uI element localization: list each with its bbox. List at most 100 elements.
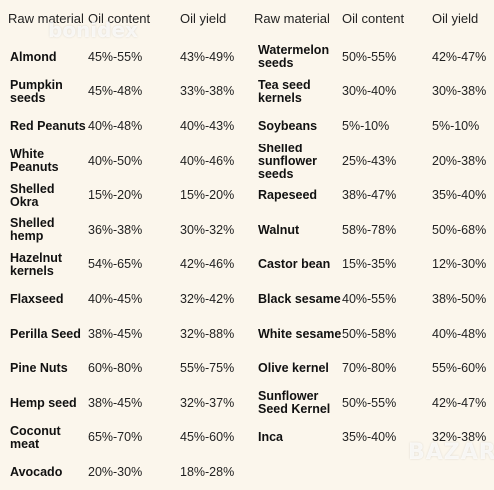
oil-yield-value: 42%-46% bbox=[180, 257, 235, 272]
oil-content-value: 65%-70% bbox=[88, 430, 143, 445]
material-name: Shelled hemp bbox=[0, 213, 88, 248]
oil-content-value: 30%-40% bbox=[342, 84, 397, 99]
column-header-right-2: Oil content bbox=[342, 10, 405, 26]
oil-yield-value: 5%-10% bbox=[432, 118, 480, 133]
oil-content-value: 58%-78% bbox=[342, 222, 397, 237]
oil-content-value: 60%-80% bbox=[88, 361, 143, 376]
material-name-line: Hazelnut bbox=[10, 250, 63, 265]
material-name-line: Inca bbox=[258, 430, 284, 445]
oil-content-value: 54%-65% bbox=[88, 257, 143, 272]
material-name-line: sunflower seeds bbox=[258, 153, 318, 179]
oil-yield-value: 40%-48% bbox=[432, 326, 487, 341]
material-name-line: Shelled bbox=[10, 216, 55, 231]
material-name: Castor bean bbox=[252, 248, 342, 283]
oil-content-value: 45%-55% bbox=[88, 49, 143, 64]
material-name-line: Watermelon bbox=[258, 43, 330, 58]
oil-yield-value: 45%-60% bbox=[180, 430, 235, 445]
column-header-right-1: Raw material bbox=[254, 10, 330, 26]
material-name-line: Sunflower bbox=[258, 389, 319, 404]
material-name: Coconut meat bbox=[0, 421, 88, 456]
material-name-line: Shelled bbox=[258, 143, 303, 155]
oil-content-value: 5%-10% bbox=[342, 118, 390, 133]
material-name: Walnut bbox=[252, 213, 342, 248]
oil-content-value: 25%-43% bbox=[342, 153, 397, 168]
oil-content-value: 15%-20% bbox=[88, 188, 143, 203]
oil-content-value: 45%-48% bbox=[88, 84, 143, 99]
material-name-line: Avocado bbox=[10, 464, 63, 479]
oil-content-value: 40%-55% bbox=[342, 291, 397, 306]
material-name-line: Castor bean bbox=[258, 257, 331, 272]
oil-content-value: 38%-45% bbox=[88, 326, 143, 341]
oil-content-value: 40%-50% bbox=[88, 153, 143, 168]
oil-content-value: 38%-45% bbox=[88, 395, 143, 410]
material-name-line: meat bbox=[10, 436, 40, 451]
material-name-line: Almond bbox=[10, 49, 57, 64]
material-name-line: White bbox=[10, 147, 45, 162]
material-name: Watermelon seeds bbox=[252, 40, 342, 75]
oil-yield-value: 40%-46% bbox=[180, 153, 235, 168]
oil-yield-value: 42%-47% bbox=[432, 49, 487, 64]
oil-content-value: 20%-30% bbox=[88, 464, 143, 479]
material-name: Black sesame bbox=[252, 282, 342, 317]
material-name bbox=[252, 455, 342, 490]
oil-yield-value: 40%-43% bbox=[180, 118, 235, 133]
material-name: Perilla Seed bbox=[0, 317, 88, 352]
oil-yield-value: 20%-38% bbox=[432, 153, 487, 168]
oil-yield-value: 32%-38% bbox=[432, 430, 487, 445]
material-name-line: Tea seed bbox=[258, 77, 311, 92]
oil-yield-value: 30%-32% bbox=[180, 222, 235, 237]
material-name: Rapeseed bbox=[252, 178, 342, 213]
oil-yield-value: 18%-28% bbox=[180, 464, 235, 479]
material-name-line: Walnut bbox=[258, 222, 300, 237]
material-name-line: Perilla Seed bbox=[10, 326, 81, 341]
material-name: White sesame bbox=[252, 317, 342, 352]
column-header-left-3: Oil yield bbox=[180, 10, 227, 26]
material-name: Avocado bbox=[0, 455, 88, 490]
material-name: Shelled sunflower seeds bbox=[252, 144, 342, 179]
oil-content-value: 70%-80% bbox=[342, 361, 397, 376]
oil-content-value: 40%-45% bbox=[88, 291, 143, 306]
material-name-line: Hemp seed bbox=[10, 395, 77, 410]
material-name: Flaxseed bbox=[0, 282, 88, 317]
oil-content-value: 40%-48% bbox=[88, 118, 143, 133]
material-name-line: Black sesame bbox=[258, 291, 341, 306]
material-name: Pine Nuts bbox=[0, 351, 88, 386]
material-name: Hazelnut kernels bbox=[0, 248, 88, 283]
oil-yield-value: 32%-37% bbox=[180, 395, 235, 410]
material-name: Almond bbox=[0, 40, 88, 75]
material-name: Olive kernel bbox=[252, 351, 342, 386]
material-name-line: Soybeans bbox=[258, 118, 318, 133]
material-name-line: hemp bbox=[10, 229, 44, 244]
oil-content-table: Raw material Oil content Oil yield Raw mate… bbox=[0, 10, 487, 479]
material-name-line: Rapeseed bbox=[258, 188, 318, 203]
oil-yield-value: 42%-47% bbox=[432, 395, 487, 410]
oil-yield-value: 50%-68% bbox=[432, 222, 487, 237]
material-name-line: Coconut bbox=[10, 423, 61, 438]
material-name-line: Red Peanuts bbox=[10, 118, 86, 133]
oil-yield-value: 55%-60% bbox=[432, 361, 487, 376]
material-name-line: Olive kernel bbox=[258, 361, 329, 376]
material-name-line: Pine Nuts bbox=[10, 361, 68, 376]
column-header-right-3: Oil yield bbox=[432, 10, 479, 26]
oil-yield-value: 15%-20% bbox=[180, 188, 235, 203]
material-name: Sunflower Seed Kernel bbox=[252, 386, 342, 421]
oil-yield-value: 30%-38% bbox=[432, 84, 487, 99]
material-name: Hemp seed bbox=[0, 386, 88, 421]
material-name-line: White sesame bbox=[258, 326, 342, 341]
oil-content-value: 36%-38% bbox=[88, 222, 143, 237]
oil-content-value: 35%-40% bbox=[342, 430, 397, 445]
oil-yield-value: 55%-75% bbox=[180, 361, 235, 376]
oil-yield-value: 43%-49% bbox=[180, 49, 235, 64]
oil-content-value: 15%-35% bbox=[342, 257, 397, 272]
oil-yield-value: 38%-50% bbox=[432, 291, 487, 306]
material-name-line: Flaxseed bbox=[10, 291, 64, 306]
oil-content-value bbox=[342, 455, 430, 490]
material-name-line: Seed Kernel bbox=[258, 402, 331, 417]
oil-content-value: 50%-55% bbox=[342, 395, 397, 410]
oil-content-value: 38%-47% bbox=[342, 188, 397, 203]
material-name-line: seeds bbox=[10, 90, 46, 105]
oil-yield-value: 33%-38% bbox=[180, 84, 235, 99]
oil-yield-value: 32%-42% bbox=[180, 291, 235, 306]
column-header-left-1: Raw material bbox=[8, 10, 84, 26]
material-name-line: Shelled bbox=[10, 181, 55, 196]
